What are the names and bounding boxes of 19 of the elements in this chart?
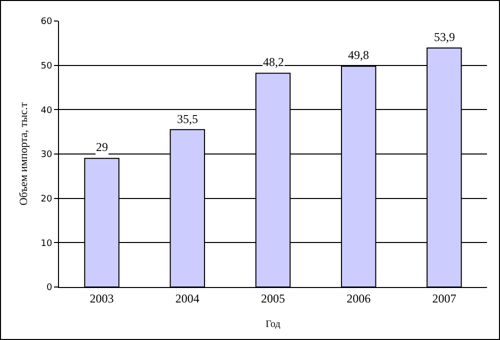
x-tick-label: 2006 [346, 291, 371, 306]
data-label: 48,2 [263, 55, 284, 69]
y-tick-label: 0 [46, 283, 52, 294]
data-label: 29 [96, 140, 108, 154]
y-tick-label: 50 [40, 61, 52, 72]
y-axis-title: Объем импорта, тыс.т [18, 102, 30, 206]
y-tick-label: 40 [40, 106, 52, 116]
x-axis-title: Год [266, 319, 280, 330]
x-tick-label: 2007 [432, 291, 456, 306]
y-tick-label: 30 [40, 150, 52, 160]
data-label: 53,9 [434, 30, 455, 44]
x-tick-label: 2005 [261, 291, 285, 306]
x-tick-label: 2004 [175, 291, 200, 306]
y-tick-label: 60 [40, 17, 52, 28]
x-tick-label: 2003 [90, 291, 114, 306]
data-label: 49,8 [348, 48, 369, 62]
y-tick-label: 10 [40, 238, 52, 249]
data-label: 35,5 [177, 112, 198, 126]
y-tick-label: 20 [40, 194, 52, 204]
